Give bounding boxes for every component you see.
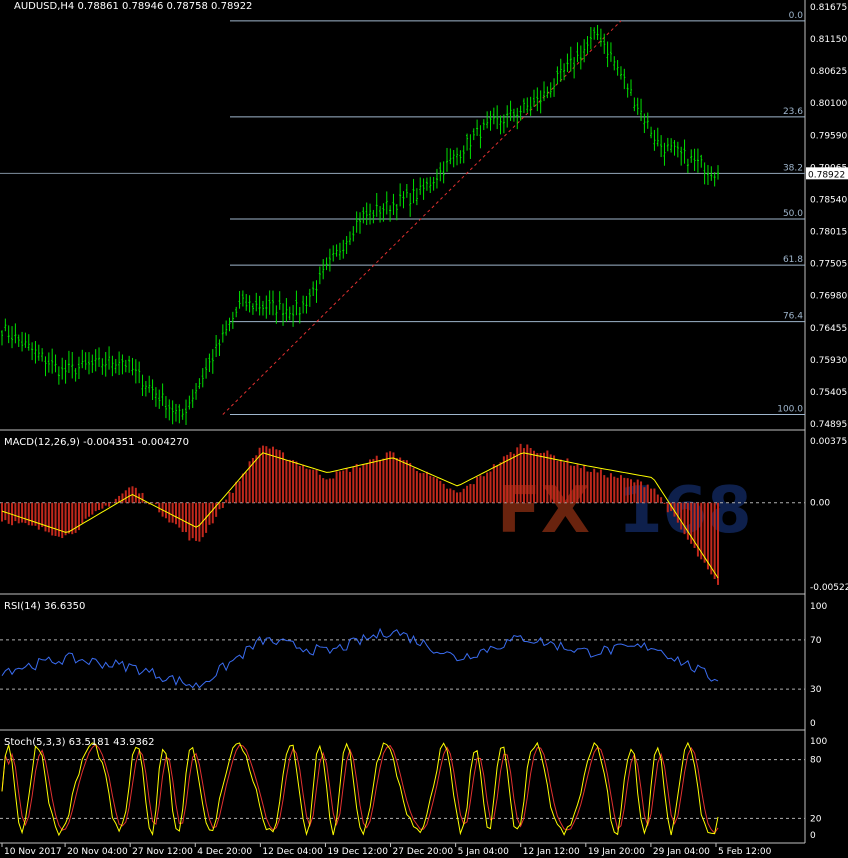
x-tick-label: 4 Dec 20:00 <box>197 847 252 857</box>
price-tick-label: 0.80625 <box>810 67 847 77</box>
price-tick-label: 0.75930 <box>810 356 847 366</box>
macd-pane <box>0 443 805 585</box>
macd-tick-label: 0.003757 <box>810 437 848 447</box>
rsi-tick-label: 70 <box>810 636 822 646</box>
stoch-tick-label: 0 <box>810 831 816 841</box>
x-tick-label: 5 Feb 12:00 <box>718 847 772 857</box>
price-tick-label: 0.78015 <box>810 228 847 238</box>
price-tick-label: 0.80100 <box>810 99 847 109</box>
price-tick-label: 0.81675 <box>810 3 847 13</box>
x-tick-label: 20 Nov 04:00 <box>67 847 128 857</box>
rsi-tick-label: 30 <box>810 685 822 695</box>
stoch-tick-label: 80 <box>810 756 822 766</box>
fib-label: 76.4 <box>783 312 803 322</box>
fib-label: 23.6 <box>783 107 803 117</box>
rsi-line <box>1 627 719 689</box>
x-tick-label: 12 Jan 12:00 <box>523 847 580 857</box>
price-tick-label: 0.75405 <box>810 388 847 398</box>
candles <box>1 24 719 425</box>
fib-label: 50.0 <box>783 209 803 219</box>
fib-trendline <box>222 20 622 415</box>
axis-labels: 0.816750.811500.806250.801000.795900.790… <box>1 3 848 857</box>
price-tick-label: 0.79590 <box>810 131 847 141</box>
price-tick-label: 0.81150 <box>810 35 847 45</box>
price-tick-label: 0.76980 <box>810 292 847 302</box>
x-tick-label: 27 Nov 12:00 <box>132 847 193 857</box>
macd-title: MACD(12,26,9) -0.004351 -0.004270 <box>4 437 189 448</box>
macd-tick-label: -0.005224 <box>810 583 848 593</box>
x-tick-label: 19 Jan 20:00 <box>588 847 645 857</box>
x-tick-label: 27 Dec 20:00 <box>393 847 454 857</box>
x-tick-label: 29 Jan 04:00 <box>653 847 710 857</box>
fib-label: 61.8 <box>783 255 803 265</box>
fibonacci-lines: 0.0 23.6 38.2 50.0 61.8 76.4 100.0 <box>0 11 805 416</box>
stoch-tick-label: 100 <box>810 737 827 747</box>
macd-signal-line <box>1 452 719 579</box>
price-tick-label: 0.74895 <box>810 420 847 430</box>
rsi-pane <box>0 627 805 690</box>
x-tick-label: 5 Jan 04:00 <box>458 847 510 857</box>
stoch-pane <box>0 741 805 837</box>
current-price-badge <box>806 167 848 180</box>
x-tick-label: 10 Nov 2017 <box>4 847 62 857</box>
pane-frames <box>0 0 806 844</box>
rsi-tick-label: 0 <box>810 719 816 729</box>
x-tick-label: 19 Dec 12:00 <box>327 847 388 857</box>
macd-tick-label: 0.00 <box>810 499 830 509</box>
price-tick-label: 0.78540 <box>810 195 847 205</box>
current-price-label: 0.78922 <box>808 170 845 180</box>
main-title: AUDUSD,H4 0.78861 0.78946 0.78758 0.7892… <box>14 1 252 12</box>
stoch-main-line <box>1 741 719 837</box>
fib-label: 100.0 <box>777 405 803 415</box>
fib-label: 0.0 <box>789 11 804 21</box>
x-tick-label: 12 Dec 04:00 <box>262 847 323 857</box>
price-tick-label: 0.76455 <box>810 324 847 334</box>
price-tick-label: 0.77505 <box>810 260 847 270</box>
rsi-tick-label: 100 <box>810 602 827 612</box>
fib-label: 38.2 <box>783 163 803 173</box>
stoch-tick-label: 20 <box>810 814 822 824</box>
stoch-title: Stoch(5,3,3) 63.5181 43.9362 <box>4 737 155 748</box>
rsi-title: RSI(14) 36.6350 <box>4 601 85 612</box>
